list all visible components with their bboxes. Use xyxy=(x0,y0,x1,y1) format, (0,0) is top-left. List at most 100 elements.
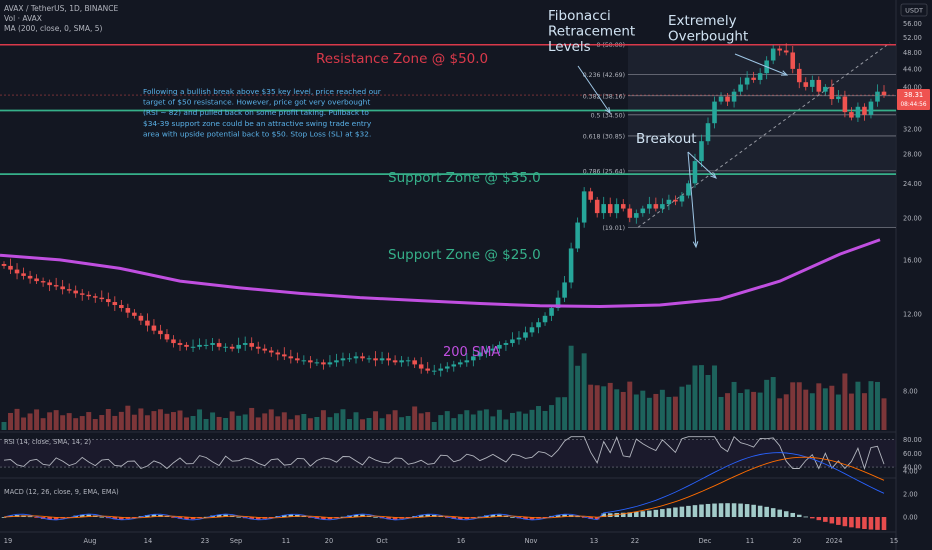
candle-body xyxy=(562,282,567,298)
volume-bar xyxy=(848,393,854,430)
volume-bar xyxy=(164,413,170,430)
candle-body xyxy=(106,299,111,303)
volume-bar xyxy=(418,413,424,430)
fib-level-label: (19.01) xyxy=(602,225,625,232)
breakout-annotation-arrow-head xyxy=(692,241,699,249)
candle-body xyxy=(536,322,541,328)
macd-histogram-bar xyxy=(34,517,39,518)
volume-bar xyxy=(751,391,757,430)
macd-histogram-bar xyxy=(692,505,698,517)
volume-bar xyxy=(438,415,444,430)
candle-body xyxy=(484,350,489,353)
volume-indicator-label: Vol · AVAX xyxy=(4,14,42,23)
macd-histogram-bar xyxy=(881,517,887,531)
volume-bar xyxy=(184,417,189,430)
time-axis-label: 13 xyxy=(590,537,598,545)
macd-histogram-bar xyxy=(705,503,711,517)
candle-body xyxy=(158,330,163,335)
volume-bar xyxy=(796,382,802,430)
volume-bar xyxy=(509,412,515,430)
candle-body xyxy=(810,79,815,87)
candle-body xyxy=(40,281,46,283)
volume-bar xyxy=(568,345,574,430)
volume-bar xyxy=(73,418,79,430)
fib-level-label: 0.618 (30.85) xyxy=(583,133,625,140)
volume-bar xyxy=(47,412,53,430)
volume-bar xyxy=(262,413,268,430)
macd-histogram-bar xyxy=(86,514,92,517)
volume-bar xyxy=(803,389,809,430)
volume-bar xyxy=(829,385,835,430)
candle-body xyxy=(836,96,841,100)
fib-level-label: 0.5 (34.50) xyxy=(591,112,625,119)
volume-bar xyxy=(712,365,717,430)
macd-histogram-bar xyxy=(79,514,85,517)
candle-body xyxy=(412,360,417,365)
macd-histogram-bar xyxy=(223,514,228,517)
candle-body xyxy=(581,191,587,223)
volume-bar xyxy=(86,412,92,430)
volume-bar xyxy=(92,419,98,430)
candle-body xyxy=(47,282,52,286)
candle-body xyxy=(796,68,802,83)
candle-body xyxy=(301,360,307,362)
macd-histogram-bar xyxy=(836,517,841,525)
candle-body xyxy=(177,343,183,345)
candle-body xyxy=(21,273,26,276)
candle-body xyxy=(607,204,613,214)
candle-body xyxy=(875,91,880,102)
candle-body xyxy=(862,106,867,115)
candle-body xyxy=(490,348,496,351)
macd-histogram-bar xyxy=(855,517,861,529)
candle-body xyxy=(444,366,450,369)
last-price-countdown: 08:44:56 xyxy=(900,102,926,108)
symbol-title: AVAX / TetherUS, 1D, BINANCE xyxy=(4,4,119,13)
macd-histogram-bar xyxy=(796,514,802,517)
volume-bar xyxy=(210,412,216,430)
macd-histogram-bar xyxy=(308,517,313,518)
candle-body xyxy=(816,79,822,92)
candle-body xyxy=(392,360,398,363)
candle-body xyxy=(471,356,476,361)
volume-bar xyxy=(744,389,750,430)
volume-bar xyxy=(105,409,111,430)
support-zone-label-35: Support Zone @ $35.0 xyxy=(388,170,541,186)
macd-histogram-bar xyxy=(712,503,717,517)
volume-bar xyxy=(770,377,776,430)
candle-body xyxy=(634,213,639,218)
candle-body xyxy=(353,356,359,359)
macd-histogram-bar xyxy=(842,517,848,527)
volume-bar xyxy=(555,397,561,430)
overbought-annotation-arrow xyxy=(734,53,788,76)
macd-histogram-bar xyxy=(405,517,411,518)
candle-body xyxy=(242,343,248,345)
candle-body xyxy=(184,344,189,347)
candle-body xyxy=(855,106,861,118)
volume-bar xyxy=(236,415,242,430)
currency-badge xyxy=(900,3,928,17)
time-axis-label: Nov xyxy=(525,537,538,545)
macd-tick-label: 4.00 xyxy=(903,468,918,476)
candle-body xyxy=(881,91,887,96)
volume-bar xyxy=(340,409,346,430)
macd-histogram-bar xyxy=(575,516,580,518)
volume-bar xyxy=(457,414,463,430)
time-axis-label: 22 xyxy=(631,537,639,545)
candle-body xyxy=(588,191,593,200)
candle-body xyxy=(197,344,202,347)
macd-histogram-bar xyxy=(810,517,815,519)
candle-body xyxy=(282,354,287,357)
volume-bar xyxy=(379,418,385,430)
volume-bar xyxy=(314,417,320,430)
macd-histogram-bar xyxy=(875,517,880,530)
candle-body xyxy=(738,84,743,92)
candle-body xyxy=(601,204,606,214)
currency-label[interactable]: USDT xyxy=(905,7,923,15)
candle-body xyxy=(92,296,98,298)
volume-bar xyxy=(399,417,405,430)
commentary-line: (RSI ~ 82) and pulled back on some profi… xyxy=(143,108,369,117)
volume-bar xyxy=(575,365,581,430)
macd-histogram-bar xyxy=(562,514,567,517)
volume-bar xyxy=(249,407,255,430)
